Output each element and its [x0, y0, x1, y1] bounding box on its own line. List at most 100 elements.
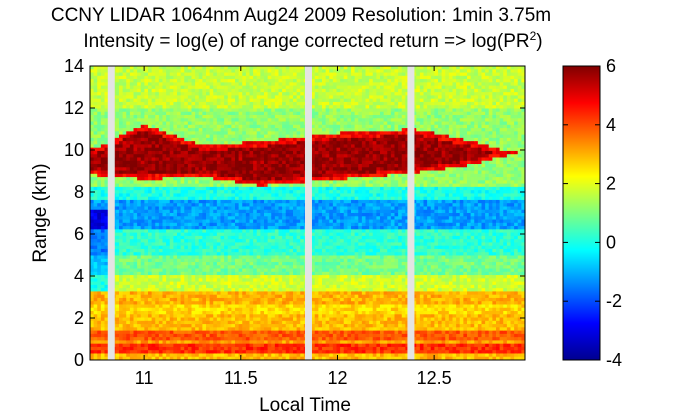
heatmap-cell — [271, 72, 276, 77]
heatmap-cell — [180, 353, 185, 358]
heatmap-cell — [238, 350, 243, 354]
heatmap-cell — [97, 79, 102, 83]
heatmap-cell — [187, 180, 193, 185]
heatmap-cell — [129, 193, 135, 198]
heatmap-cell — [173, 219, 178, 224]
heatmap-cell — [151, 350, 156, 354]
heatmap-cell — [155, 301, 160, 305]
heatmap-cell — [184, 304, 189, 309]
heatmap-cell — [155, 173, 160, 178]
heatmap-cell — [126, 79, 131, 83]
heatmap-cell — [260, 157, 265, 162]
heatmap-cell — [180, 137, 185, 142]
heatmap-cell — [177, 229, 182, 234]
heatmap-cell — [173, 297, 178, 302]
heatmap-cell — [274, 340, 280, 345]
heatmap-cell — [166, 101, 171, 106]
heatmap-cell — [278, 216, 283, 221]
heatmap-cell — [220, 177, 225, 181]
heatmap-cell — [242, 66, 247, 70]
heatmap-cell — [274, 101, 280, 106]
heatmap-cell — [267, 288, 272, 292]
heatmap-cell — [235, 304, 240, 309]
heatmap-cell — [245, 317, 251, 322]
heatmap-cell — [151, 304, 156, 309]
heatmap-cell — [104, 294, 109, 299]
heatmap-cell — [206, 239, 211, 243]
heatmap-cell — [119, 216, 124, 221]
heatmap-cell — [235, 79, 240, 83]
heatmap-cell — [227, 160, 232, 165]
heatmap-cell — [198, 213, 203, 217]
heatmap-cell — [169, 95, 174, 100]
heatmap-cell — [166, 262, 171, 266]
heatmap-cell — [173, 284, 178, 289]
heatmap-cell — [227, 255, 232, 260]
heatmap-cell — [242, 183, 247, 188]
heatmap-cell — [267, 262, 272, 266]
heatmap-cell — [227, 258, 232, 263]
heatmap-cell — [93, 346, 98, 351]
heatmap-cell — [180, 69, 185, 74]
heatmap-cell — [198, 183, 203, 188]
heatmap-cell — [122, 108, 127, 113]
heatmap-cell — [144, 281, 149, 286]
heatmap-cell — [209, 193, 214, 198]
heatmap-cell — [213, 183, 218, 188]
heatmap-cell — [144, 291, 149, 296]
heatmap-cell — [209, 226, 214, 230]
heatmap-cell — [187, 131, 193, 136]
heatmap-cell — [213, 278, 218, 283]
heatmap-cell — [256, 307, 261, 312]
heatmap-cell — [267, 203, 272, 207]
heatmap-cell — [213, 262, 218, 266]
heatmap-cell — [140, 72, 145, 77]
heatmap-cell — [220, 147, 225, 152]
heatmap-cell — [267, 92, 272, 96]
heatmap-cell — [260, 177, 265, 181]
heatmap-cell — [97, 193, 102, 198]
heatmap-cell — [227, 177, 232, 181]
heatmap-cell — [224, 294, 229, 299]
heatmap-cell — [220, 101, 225, 106]
heatmap-cell — [209, 356, 214, 361]
heatmap-cell — [238, 245, 243, 250]
heatmap-cell — [93, 271, 98, 276]
heatmap-cell — [202, 346, 207, 351]
heatmap-cell — [184, 160, 189, 165]
heatmap-cell — [285, 75, 290, 80]
heatmap-cell — [285, 275, 290, 279]
heatmap-cell — [242, 317, 247, 322]
heatmap-cell — [177, 105, 182, 109]
heatmap-cell — [220, 320, 225, 325]
heatmap-cell — [133, 137, 138, 142]
heatmap-cell — [104, 105, 109, 109]
heatmap-cell — [242, 275, 247, 279]
heatmap-cell — [202, 75, 207, 80]
heatmap-cell — [173, 232, 178, 237]
heatmap-cell — [90, 101, 95, 106]
heatmap-cell — [271, 131, 276, 136]
heatmap-cell — [104, 320, 109, 325]
heatmap-cell — [148, 324, 153, 328]
heatmap-cell — [119, 222, 124, 227]
heatmap-cell — [271, 301, 276, 305]
heatmap-cell — [202, 82, 207, 87]
heatmap-cell — [216, 330, 222, 335]
heatmap-cell — [169, 219, 174, 224]
heatmap-cell — [148, 317, 153, 322]
heatmap-cell — [235, 157, 240, 162]
heatmap-cell — [220, 229, 225, 234]
heatmap-cell — [166, 271, 171, 276]
heatmap-cell — [173, 108, 178, 113]
heatmap-cell — [249, 353, 254, 358]
heatmap-cell — [198, 118, 203, 123]
heatmap-cell — [90, 180, 95, 185]
heatmap-cell — [227, 147, 232, 152]
heatmap-cell — [137, 209, 142, 214]
heatmap-cell — [238, 343, 243, 348]
heatmap-cell — [216, 157, 222, 162]
heatmap-cell — [126, 199, 131, 204]
heatmap-cell — [126, 203, 131, 207]
heatmap-cell — [271, 85, 276, 90]
